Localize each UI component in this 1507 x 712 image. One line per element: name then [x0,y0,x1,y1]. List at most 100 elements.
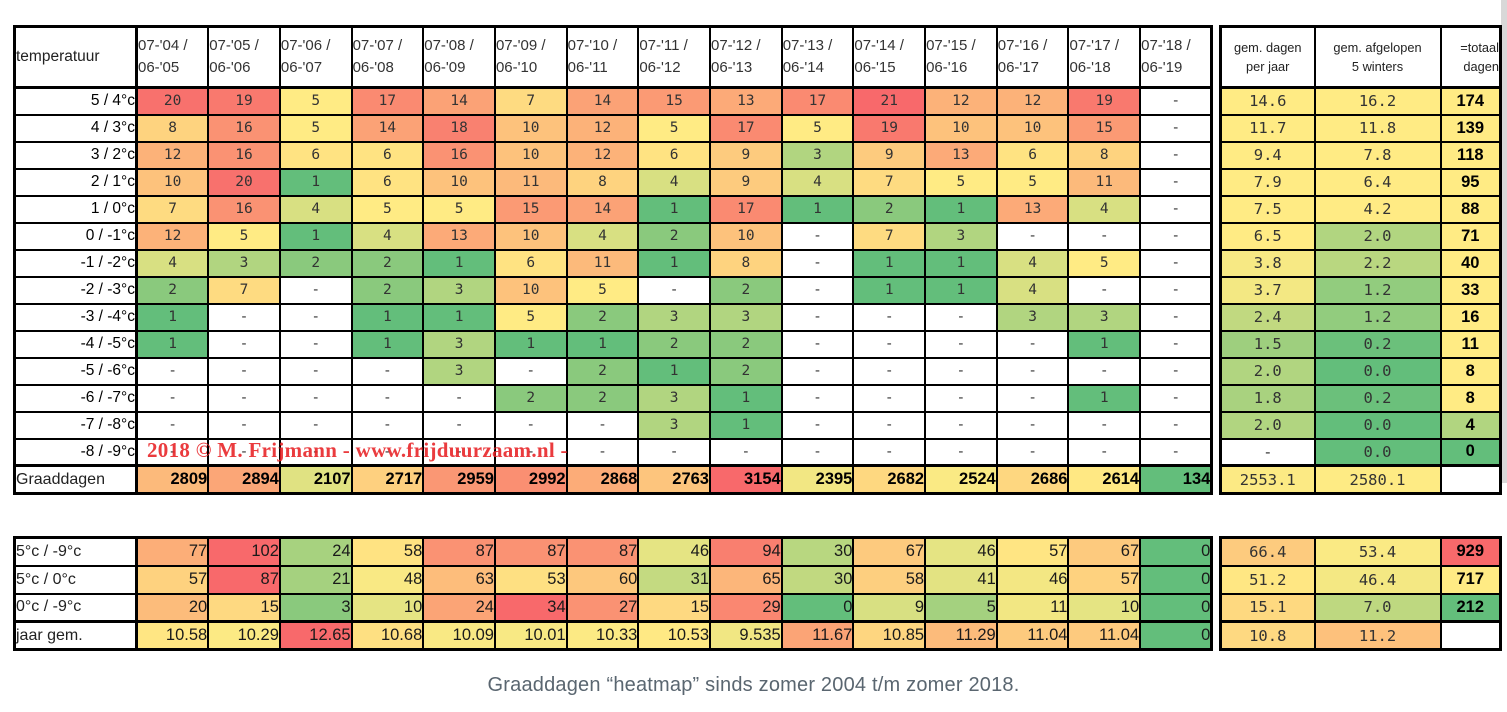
heatmap-cell: - [852,329,927,359]
heatmap-cell: 1 [924,194,998,224]
bottom-value-cell: 87 [493,536,568,567]
header-line-2: 06-'12 [639,59,681,76]
heatmap-cell: 16 [207,140,281,170]
bottom-value-cell: 15 [207,592,281,623]
bottom-value-cell: 10.58 [135,620,210,651]
row-label-temperature: 5 / 4°c [13,86,138,116]
heatmap-cell: - [780,437,855,467]
heatmap-cell: 10 [493,221,568,251]
heatmap-cell: 14 [422,86,496,116]
avg-per-year-cell: 9.4 [1219,140,1316,170]
heatmap-cell: - [278,383,353,413]
heatmap-cell: 7 [207,275,281,305]
avg-per-year-cell: - [1219,437,1316,467]
avg-per-year-cell: 3.8 [1219,248,1316,278]
bottom-value-cell: 58 [852,564,927,595]
heatmap-cell: - [1139,113,1213,143]
bottom-avg-5w-cell: 53.4 [1313,536,1442,567]
heatmap-cell: - [780,221,855,251]
avg-per-year-cell: 1.8 [1219,383,1316,413]
heatmap-cell: 3 [637,302,711,332]
heatmap-cell: 1 [637,194,711,224]
bottom-total-cell [1439,620,1502,651]
heatmap-cell: - [278,302,353,332]
header-line-2: 06-'13 [711,59,753,76]
heatmap-cell: - [422,437,496,467]
bottom-row-label: jaar gem. [13,620,138,651]
heatmap-cell: - [1067,410,1142,440]
heatmap-cell: 18 [422,113,496,143]
graaddagen-cell: 2107 [278,464,353,495]
header-line-1: 07-'11 / [639,36,688,54]
heatmap-cell: 6 [350,167,425,197]
row-label-temperature: -1 / -2°c [13,248,138,278]
heatmap-cell: 10 [493,113,568,143]
heatmap-cell: 2 [637,221,711,251]
heatmap-cell: 4 [135,248,210,278]
heatmap-cell: - [207,356,281,386]
heatmap-cell: - [924,356,998,386]
graaddagen-cell: 2868 [565,464,640,495]
bottom-value-cell: 12.65 [278,620,353,651]
heatmap-cell: - [1067,221,1142,251]
avg-per-year-cell: 7.9 [1219,167,1316,197]
heatmap-cell: - [207,410,281,440]
heatmap-cell: - [493,410,568,440]
avg-5-winters-cell: 0.2 [1313,383,1442,413]
heatmap-cell: 7 [852,221,927,251]
heatmap-cell: 1 [852,275,927,305]
bottom-value-cell: 10.01 [493,620,568,651]
heatmap-cell: 9 [852,140,927,170]
header-line-1: 07-'14 / [854,36,904,54]
header-line-2: 06-'14 [782,59,824,76]
heatmap-cell: - [852,302,927,332]
row-label-temperature: -8 / -9°c [13,437,138,467]
heatmap-cell: - [350,437,425,467]
graaddagen-cell: 2524 [924,464,998,495]
total-days-cell: 88 [1439,194,1502,224]
heatmap-cell: - [995,356,1070,386]
heatmap-cell: - [207,329,281,359]
row-label-temperature: 0 / -1°c [13,221,138,251]
total-days-cell: 95 [1439,167,1502,197]
bottom-value-cell: 87 [422,536,496,567]
heatmap-cell: 1 [709,410,783,440]
heatmap-cell: 6 [637,140,711,170]
avg-5-winters-cell: 1.2 [1313,275,1442,305]
bottom-value-cell: 24 [278,536,353,567]
heatmap-cell: 14 [350,113,425,143]
heatmap-cell: 1 [493,329,568,359]
heatmap-cell: - [565,410,640,440]
bottom-avg-year-cell: 66.4 [1219,536,1316,567]
heatmap-cell: - [135,410,210,440]
row-label-temperature: -5 / -6°c [13,356,138,386]
bottom-value-cell: 3 [278,592,353,623]
heatmap-cell: - [995,437,1070,467]
heatmap-cell: - [135,437,210,467]
heatmap-cell: - [637,275,711,305]
heatmap-cell: 1 [709,383,783,413]
heatmap-cell: 15 [637,86,711,116]
header-line-2: 06-'19 [1141,59,1183,76]
bottom-value-cell: 10.29 [207,620,281,651]
bottom-value-cell: 0 [1139,592,1213,623]
heatmap-cell: 12 [565,113,640,143]
header-line-1: gem. dagen [1233,39,1302,55]
summary-table-top: gem. dagen per jaar gem. afgelopen 5 winter… [1219,25,1502,495]
bottom-row-label: 5°c / 0°c [13,564,138,595]
graaddagen-cell: 2894 [207,464,281,495]
heatmap-cell: 6 [350,140,425,170]
heatmap-cell: 1 [350,329,425,359]
heatmap-cell: 1 [852,248,927,278]
heatmap-cell: 5 [422,194,496,224]
heatmap-cell: 1 [565,329,640,359]
heatmap-cell: - [995,383,1070,413]
heatmap-cell: - [1139,167,1213,197]
bottom-value-cell: 102 [207,536,281,567]
col-header-season: 07-'10 / 06-'11 [565,25,640,89]
heatmap-cell: - [852,383,927,413]
heatmap-cell: 3 [422,275,496,305]
header-line-2: 06-'05 [138,59,180,76]
heatmap-cell: 5 [780,113,855,143]
heatmap-cell: - [207,302,281,332]
